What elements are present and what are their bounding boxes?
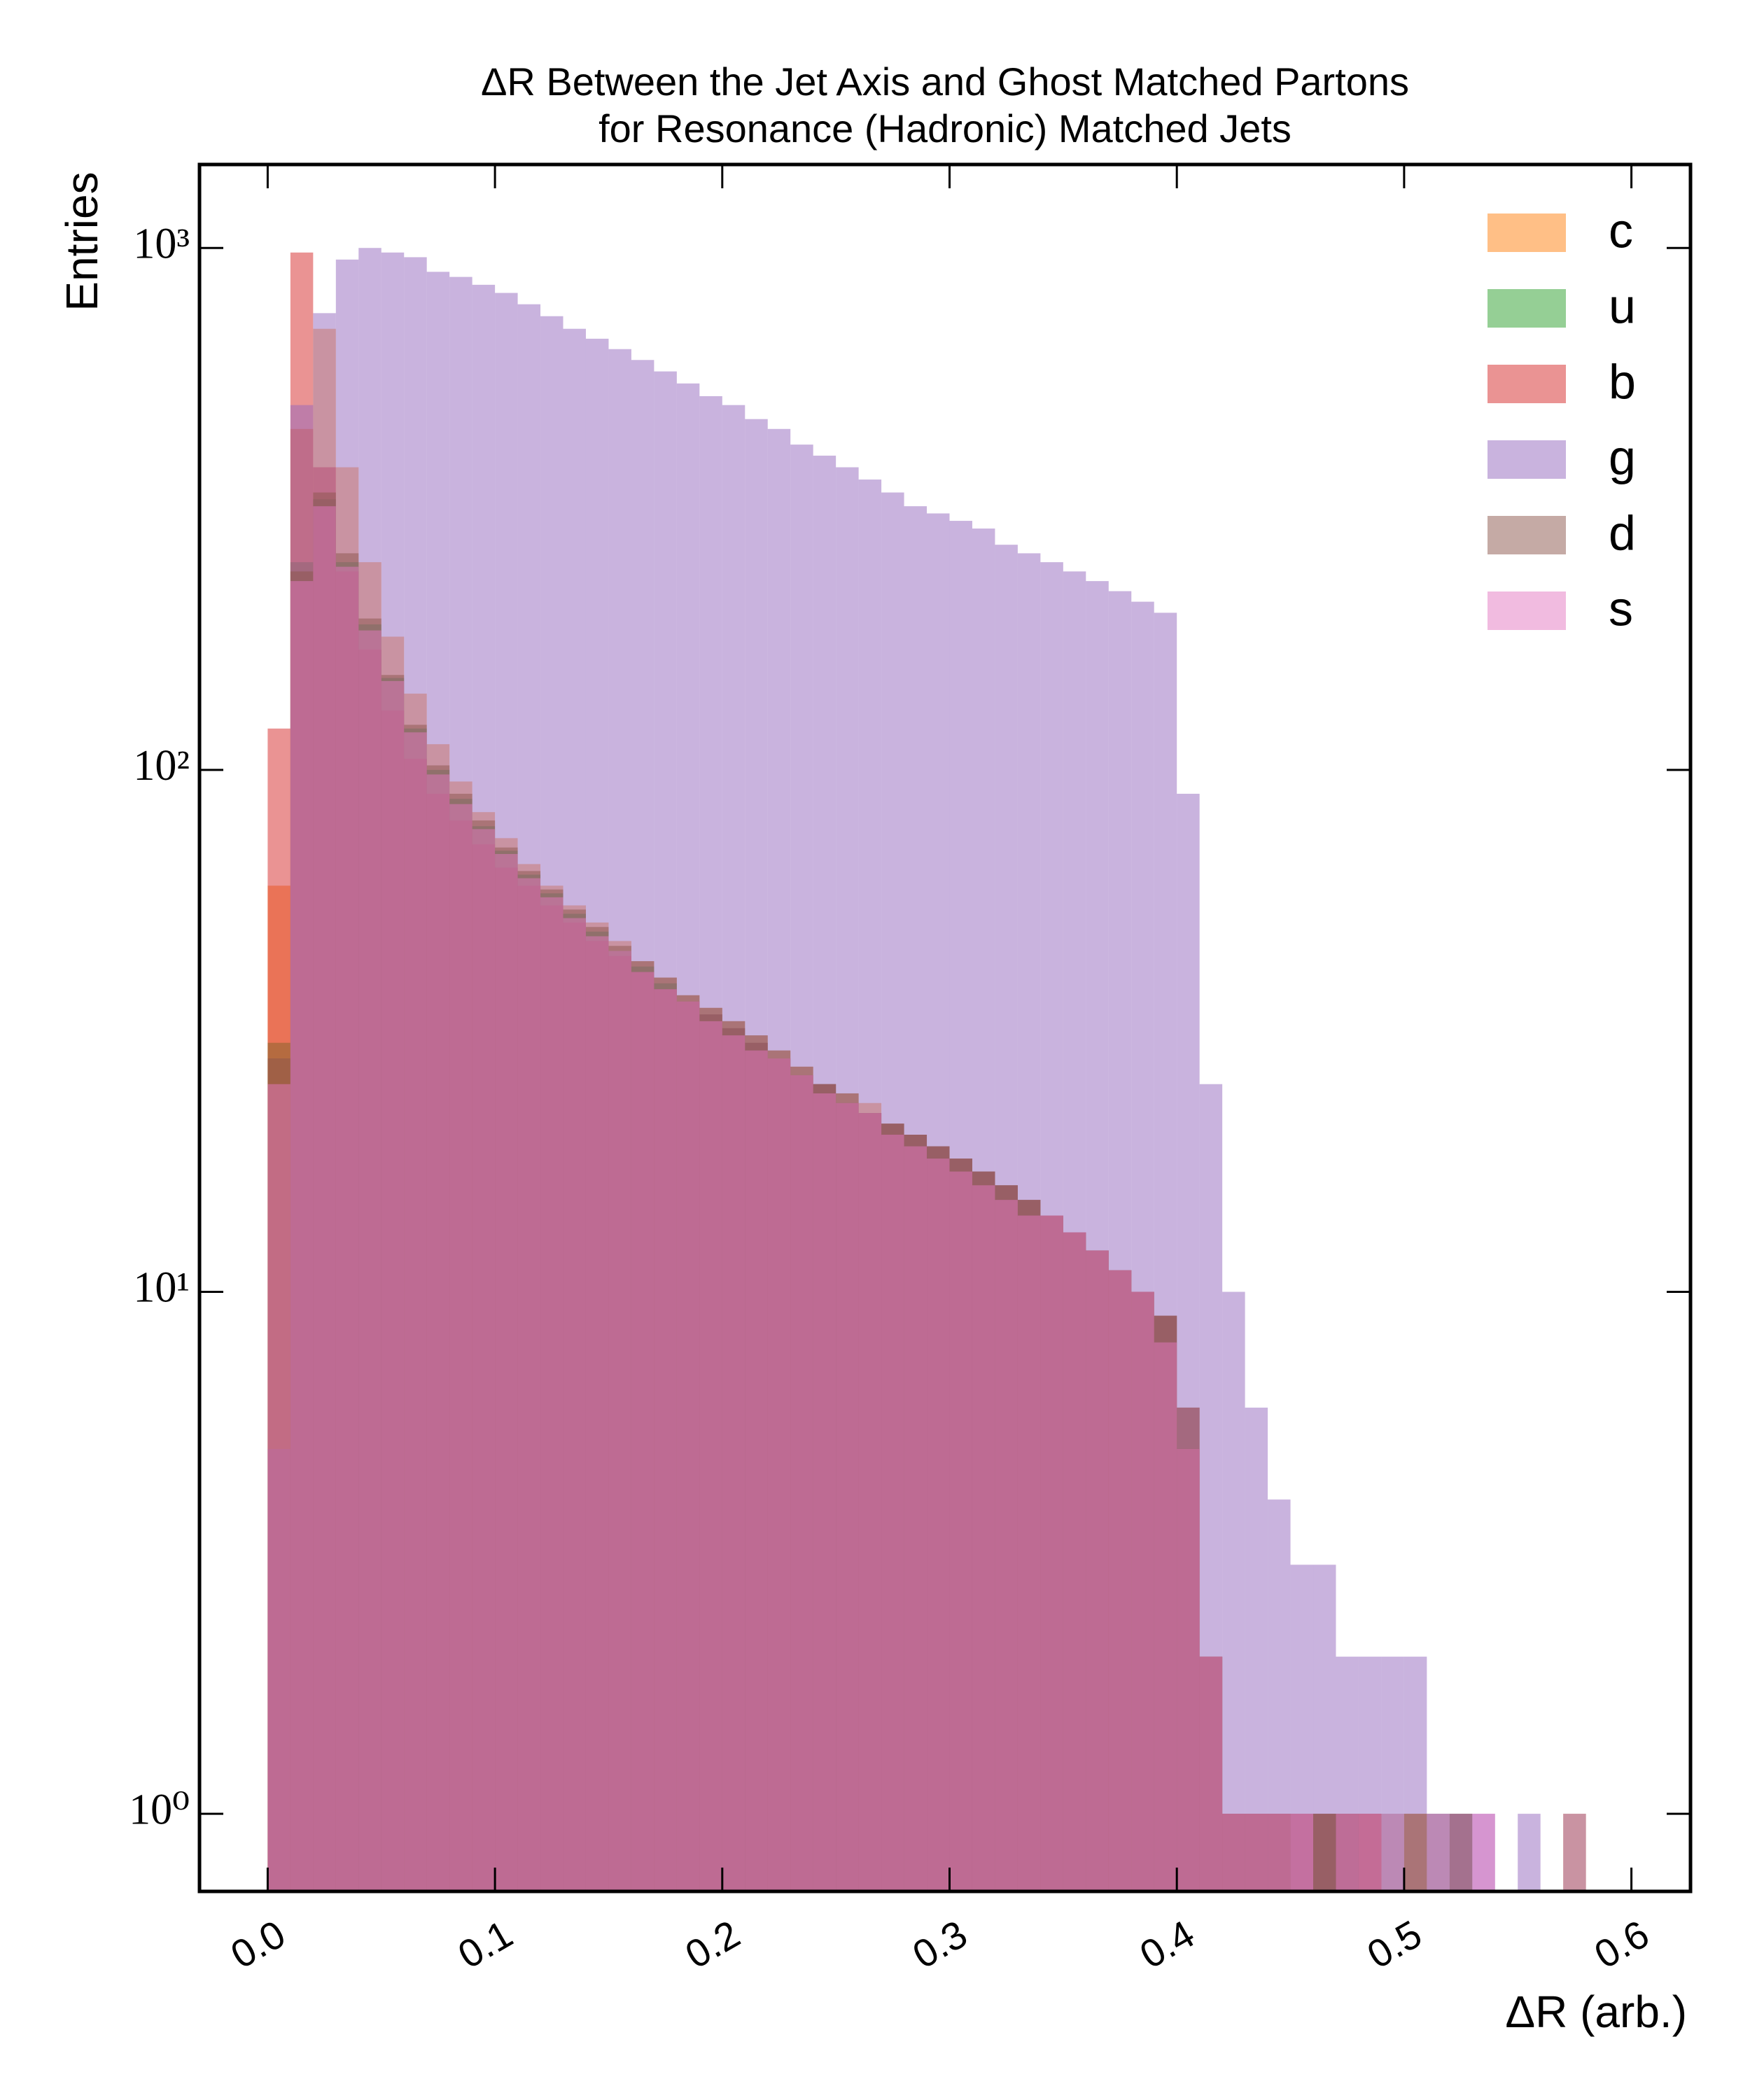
histogram-bar — [1086, 1250, 1109, 1891]
histogram-bar — [1336, 1814, 1359, 1891]
y-axis-label: Entries — [57, 172, 107, 311]
legend-swatch — [1488, 592, 1566, 630]
histogram-bar — [1358, 1814, 1382, 1891]
histogram-bar — [676, 1001, 700, 1891]
histogram-bar — [1404, 1814, 1427, 1891]
histogram-bar — [1472, 1814, 1495, 1891]
histogram-bar — [1222, 1814, 1245, 1891]
histogram-bar — [1245, 1814, 1268, 1891]
histogram-bar — [1449, 1814, 1473, 1891]
histogram-bar — [904, 1146, 927, 1891]
y-tick-label: 10² — [133, 742, 190, 790]
histogram-bar — [267, 1084, 290, 1891]
histogram-bar — [631, 972, 654, 1891]
histogram-bar — [313, 506, 336, 1891]
histogram-bar — [426, 774, 450, 1891]
histogram-bar — [995, 1200, 1018, 1891]
y-tick-label: 10¹ — [133, 1264, 190, 1312]
histogram-bar — [1518, 1814, 1541, 1891]
chart-title: ΔR Between the Jet Axis and Ghost Matche… — [481, 59, 1409, 104]
histogram-bar — [1268, 1814, 1291, 1891]
legend-swatch — [1488, 440, 1566, 479]
histogram-bar — [1313, 1814, 1336, 1891]
histogram-bar — [381, 680, 405, 1891]
histogram-bar — [767, 1058, 791, 1891]
histogram-bar — [495, 853, 518, 1891]
histogram-bar — [563, 918, 586, 1891]
histogram-bar — [699, 1021, 722, 1891]
legend-swatch — [1488, 516, 1566, 554]
histogram-bar — [335, 566, 359, 1891]
histogram-bar — [449, 804, 472, 1891]
histogram-bar — [1108, 1270, 1132, 1891]
legend-label: g — [1609, 430, 1636, 484]
histogram-bar — [608, 951, 631, 1891]
histogram-bar — [1177, 1448, 1200, 1891]
histogram-bar — [1040, 1215, 1063, 1891]
histogram-bar — [858, 1113, 882, 1891]
histogram-bar — [540, 897, 564, 1891]
bars — [267, 248, 1586, 1891]
histogram-bar — [404, 732, 427, 1891]
histogram-bar — [927, 1158, 950, 1891]
chart-title: for Resonance (Hadronic) Matched Jets — [598, 106, 1292, 150]
x-axis-label: ΔR (arb.) — [1505, 1987, 1687, 2037]
histogram-bar — [654, 989, 677, 1891]
legend-label: s — [1609, 581, 1633, 636]
histogram-bar — [358, 630, 382, 1891]
legend-swatch — [1488, 365, 1566, 403]
histogram-bar — [472, 829, 496, 1891]
histogram-bar — [1563, 1814, 1586, 1891]
legend-label: d — [1609, 505, 1636, 560]
histogram-bar — [1222, 1292, 1245, 1891]
histogram-bar — [836, 1102, 859, 1891]
histogram-bar — [1199, 1656, 1223, 1891]
legend-label: u — [1609, 279, 1636, 333]
y-tick-label: 10⁰ — [129, 1786, 190, 1833]
histogram-bar — [881, 1135, 904, 1891]
histogram-bar — [585, 936, 609, 1891]
histogram-bar — [290, 581, 314, 1891]
histogram-bar — [790, 1075, 813, 1891]
histogram-bar — [949, 1171, 972, 1891]
histogram-bar — [745, 1050, 768, 1891]
histogram-bar — [1290, 1814, 1314, 1891]
histogram-bar — [1154, 1342, 1177, 1891]
histogram-bar — [722, 1035, 746, 1891]
legend-swatch — [1488, 289, 1566, 328]
legend-swatch — [1488, 214, 1566, 252]
legend-label: b — [1609, 354, 1636, 409]
plot-frame — [197, 162, 1693, 1893]
histogram-bar — [972, 1185, 995, 1891]
histogram-bar — [1245, 1407, 1268, 1891]
histogram-bar — [517, 878, 541, 1891]
histogram-bar — [1017, 1215, 1041, 1891]
legend-label: c — [1609, 203, 1633, 258]
histogram-bar — [1381, 1814, 1404, 1891]
histogram-bar — [1427, 1814, 1450, 1891]
y-tick-label: 10³ — [133, 220, 190, 267]
histogram-bar — [1063, 1232, 1086, 1891]
histogram-bar — [813, 1093, 836, 1891]
histogram-bar — [1131, 1292, 1154, 1891]
